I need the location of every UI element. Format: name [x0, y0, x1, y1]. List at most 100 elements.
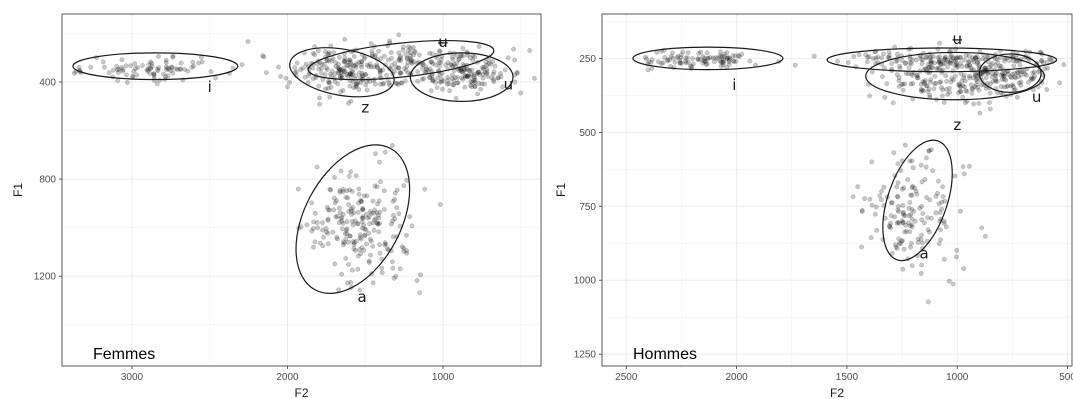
data-point-z [338, 89, 343, 95]
data-point-i [114, 63, 120, 69]
data-point-u [458, 67, 464, 73]
data-point-z [915, 75, 920, 80]
data-point-u [445, 60, 451, 66]
data-point-a [325, 207, 331, 213]
data-point-ʉ [948, 60, 953, 66]
data-point-i [120, 68, 126, 74]
data-point-i [726, 57, 732, 63]
data-point-a [346, 262, 351, 267]
data-point-u [484, 71, 489, 76]
data-point-a [355, 266, 361, 272]
data-point-z [336, 61, 341, 67]
data-point-a [895, 161, 901, 167]
data-point-a [896, 241, 902, 246]
data-point-a [348, 280, 354, 285]
data-point-z [1057, 80, 1062, 86]
data-point-ʉ [405, 70, 411, 76]
data-point-i [170, 53, 176, 59]
data-point-a [320, 243, 326, 249]
data-point-z [276, 64, 281, 70]
data-point-z [340, 88, 346, 93]
data-point-i [149, 64, 155, 69]
data-point-u [461, 68, 467, 73]
data-point-i [705, 55, 711, 61]
data-point-z [958, 89, 964, 94]
data-point-a [922, 177, 928, 182]
data-point-u [474, 71, 480, 76]
data-point-ʉ [394, 81, 400, 86]
data-point-ʉ [337, 73, 343, 79]
data-point-a [361, 193, 367, 199]
data-point-u [455, 80, 461, 86]
data-point-ʉ [968, 65, 974, 71]
data-point-z [348, 72, 354, 77]
data-point-a [377, 209, 383, 215]
data-point-u [484, 62, 489, 68]
data-point-a [382, 240, 388, 245]
data-point-i [722, 51, 727, 57]
data-point-a [340, 186, 346, 192]
data-point-ʉ [1061, 62, 1067, 67]
data-point-z [359, 59, 364, 64]
data-point-ʉ [374, 62, 380, 68]
data-point-a [936, 201, 942, 207]
data-point-ʉ [368, 41, 374, 46]
x-axis-title: F2 [830, 386, 844, 399]
data-point-ʉ [294, 60, 300, 66]
y-tick-label: 1000 [574, 276, 597, 287]
data-point-a [327, 186, 333, 192]
data-point-z [377, 69, 383, 74]
data-point-u [433, 62, 438, 68]
data-point-a [375, 212, 381, 218]
data-point-i [671, 65, 677, 71]
data-point-z [363, 82, 369, 88]
data-point-i [163, 64, 169, 70]
data-point-z [944, 78, 949, 84]
data-point-ʉ [342, 59, 348, 64]
ellipses [632, 46, 1058, 262]
data-point-i [173, 66, 179, 72]
data-point-ʉ [928, 58, 934, 64]
data-point-z [324, 65, 330, 71]
data-point-i [110, 67, 116, 73]
data-point-a [348, 169, 354, 175]
data-point-ʉ [408, 53, 413, 58]
data-point-u [1012, 71, 1018, 76]
data-point-i [700, 54, 706, 59]
data-point-z [977, 110, 983, 116]
data-point-a [905, 177, 911, 182]
panel-0: i ʉ z u a 3000 2000 1000 400 800 1200 F2 F1 Femmes [11, 13, 542, 399]
data-point-z [976, 101, 982, 106]
data-point-a [304, 222, 310, 228]
data-point-a [348, 208, 354, 214]
data-point-a [342, 240, 347, 246]
data-point-u [459, 75, 465, 81]
data-point-z [322, 62, 327, 67]
data-point-a [873, 204, 879, 210]
data-point-a [340, 239, 346, 245]
data-point-a [909, 207, 915, 212]
data-point-ʉ [396, 32, 402, 38]
data-point-ʉ [866, 54, 872, 60]
data-point-a [404, 248, 410, 253]
data-point-i [124, 80, 130, 85]
data-point-i [161, 71, 166, 77]
data-point-z [354, 81, 359, 87]
data-point-a [312, 211, 318, 216]
data-point-z [369, 48, 375, 54]
data-point-z [332, 71, 338, 77]
data-point-z [923, 83, 929, 89]
data-point-z [924, 83, 930, 89]
data-point-ʉ [856, 52, 862, 58]
x-axis-title: F2 [294, 386, 308, 399]
data-point-z [908, 81, 914, 87]
data-point-z [354, 83, 359, 89]
data-point-a [437, 202, 443, 207]
data-point-z [303, 61, 309, 67]
data-point-z [956, 90, 962, 96]
data-point-z [980, 56, 986, 62]
data-point-z [306, 73, 312, 78]
data-point-a [351, 246, 357, 252]
data-point-z [976, 87, 982, 93]
data-point-ʉ [424, 66, 429, 72]
